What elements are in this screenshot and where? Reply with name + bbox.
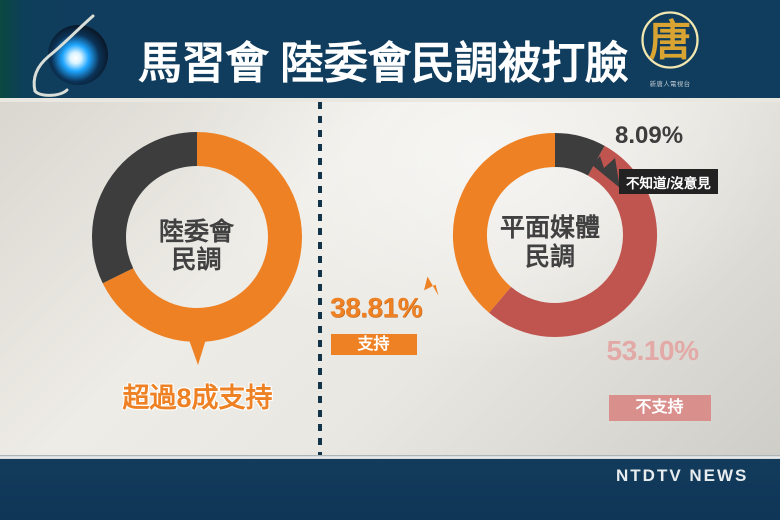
svg-text:唐: 唐 (649, 17, 691, 65)
